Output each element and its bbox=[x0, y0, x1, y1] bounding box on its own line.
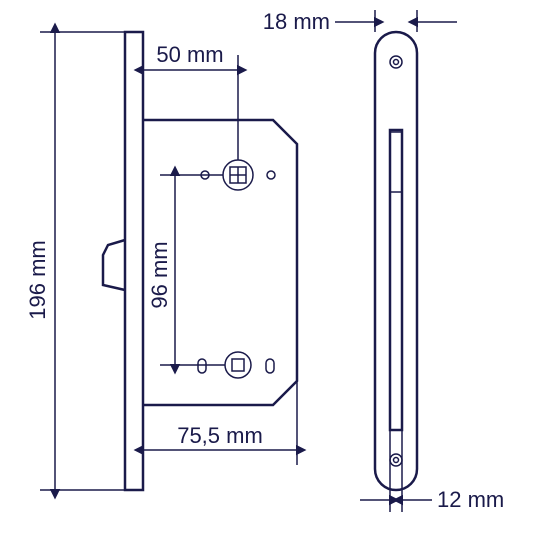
latch-bolt bbox=[103, 240, 125, 290]
faceplate bbox=[125, 32, 143, 490]
slot bbox=[266, 359, 274, 373]
dim-18-label: 18 mm bbox=[263, 9, 330, 34]
dim-12-label: 12 mm bbox=[437, 487, 504, 512]
strike-latch-opening bbox=[390, 132, 402, 192]
screw-hole bbox=[390, 454, 402, 466]
strike-plate bbox=[375, 32, 417, 490]
cylinder-slot bbox=[232, 359, 244, 371]
dim-96-label: 96 mm bbox=[147, 241, 172, 308]
lock-dimension-diagram: 196 mm 50 mm 96 mm 75,5 mm 18 mm 12 mm bbox=[0, 0, 551, 551]
dim-196-label: 196 mm bbox=[25, 240, 50, 319]
screw-hole-inner bbox=[394, 458, 399, 463]
cylinder-outer bbox=[225, 352, 251, 378]
dim-75-5-label: 75,5 mm bbox=[177, 423, 263, 448]
screw-hole-inner bbox=[394, 60, 399, 65]
fixing-hole bbox=[267, 171, 275, 179]
screw-hole bbox=[390, 56, 402, 68]
slot bbox=[198, 359, 206, 373]
dim-50-label: 50 mm bbox=[156, 42, 223, 67]
strike-inner bbox=[390, 130, 402, 430]
